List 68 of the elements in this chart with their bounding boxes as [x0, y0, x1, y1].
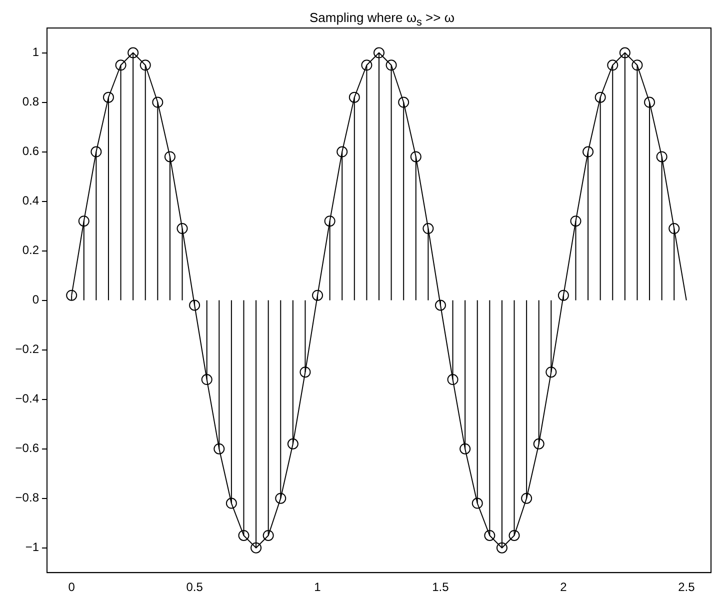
point — [226, 498, 237, 509]
point — [214, 443, 225, 454]
point — [508, 530, 520, 541]
x-tick-label: 2.5 — [678, 580, 696, 594]
point — [582, 146, 594, 158]
point — [238, 530, 250, 541]
point — [250, 542, 262, 554]
y-tick-label: 0.6 — [22, 144, 40, 158]
point — [386, 60, 397, 71]
point — [472, 498, 483, 509]
point — [546, 366, 557, 378]
point — [656, 151, 668, 162]
point — [164, 151, 176, 162]
y-tick-label: 0.8 — [22, 94, 40, 109]
point — [78, 216, 90, 227]
y-tick-label: −0.8 — [15, 490, 40, 505]
x-tick-label: 0.5 — [186, 580, 204, 594]
point — [594, 92, 606, 103]
point — [619, 47, 630, 58]
point — [447, 374, 458, 386]
x-tick-label: 0 — [68, 580, 76, 594]
point — [262, 530, 274, 541]
point — [496, 542, 508, 554]
point — [312, 290, 324, 301]
point — [189, 300, 200, 311]
point — [558, 290, 569, 301]
x-tick-label: 2 — [560, 580, 568, 594]
point — [152, 96, 164, 108]
y-tick-label: 0 — [32, 292, 40, 307]
point — [570, 216, 582, 227]
point — [287, 438, 298, 450]
point — [201, 374, 212, 386]
point — [66, 290, 78, 301]
point — [434, 300, 446, 311]
point — [300, 366, 311, 378]
point — [398, 96, 410, 108]
point — [324, 216, 336, 227]
point — [348, 92, 360, 103]
y-tick-label: −0.2 — [15, 342, 40, 356]
y-tick-label: 1 — [32, 45, 40, 60]
x-tick-label: 1 — [314, 580, 322, 594]
point — [644, 96, 656, 108]
point — [336, 146, 348, 158]
point — [361, 60, 372, 71]
point — [90, 146, 102, 158]
point — [668, 223, 680, 234]
y-tick-label: −1 — [25, 540, 40, 554]
point — [128, 47, 139, 58]
y-tick-label: 0.4 — [22, 194, 40, 208]
x-tick-label: 1.5 — [432, 580, 450, 594]
point — [374, 47, 384, 58]
y-tick-label: −0.6 — [15, 441, 40, 456]
point — [533, 438, 544, 450]
point — [484, 530, 496, 541]
point — [275, 492, 286, 504]
point — [607, 60, 618, 71]
point — [632, 60, 643, 71]
point — [176, 223, 188, 234]
y-tick-label: 0.2 — [22, 243, 40, 258]
point — [410, 151, 422, 162]
point — [521, 492, 532, 504]
chart-title: Sampling where ω$_{s}$ >> ω — [308, 10, 456, 29]
point — [140, 60, 151, 71]
point — [115, 60, 126, 71]
point — [102, 92, 114, 103]
point — [422, 223, 434, 234]
y-tick-label: −0.4 — [15, 392, 40, 406]
point — [460, 443, 471, 454]
